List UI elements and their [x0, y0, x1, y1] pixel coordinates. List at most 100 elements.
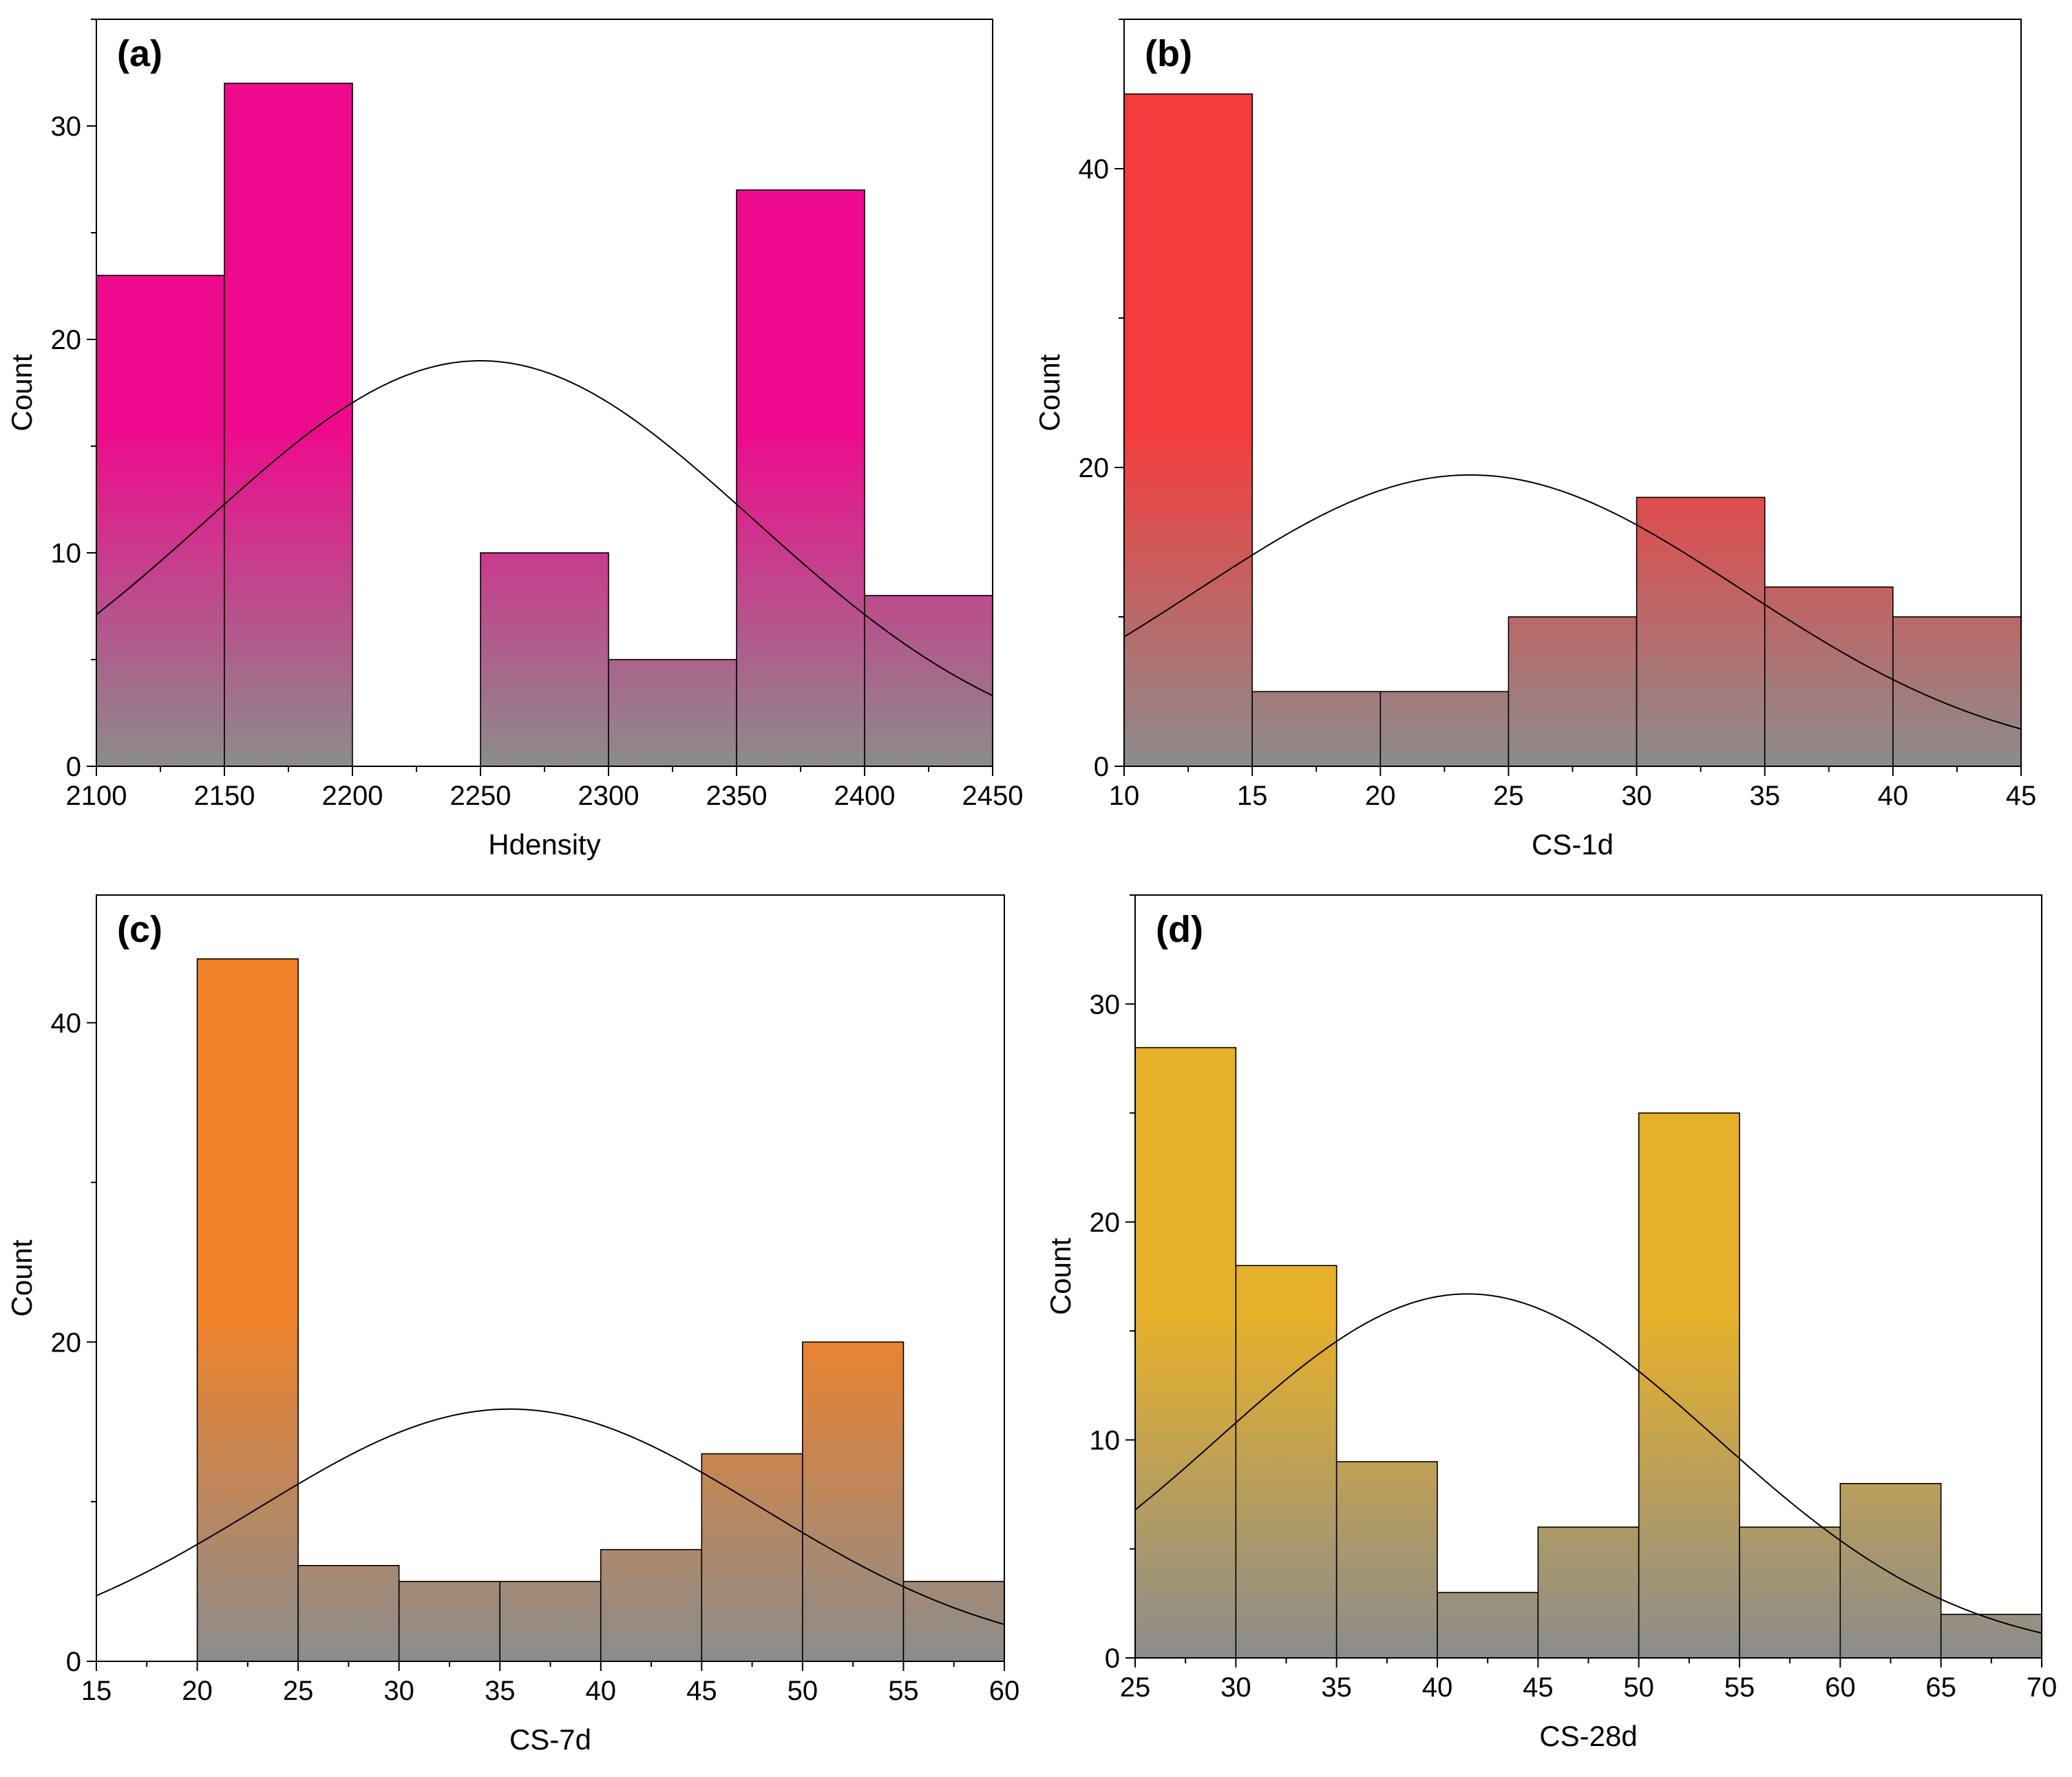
x-tick-label: 25	[283, 1676, 314, 1706]
y-tick-label: 20	[51, 1327, 82, 1358]
y-axis-title: Count	[1044, 1238, 1077, 1315]
x-tick-label: 60	[1825, 1672, 1856, 1703]
y-tick-label: 30	[51, 112, 82, 142]
histogram-bar	[1134, 1047, 1237, 1659]
y-tick-label: 20	[1079, 453, 1110, 483]
x-tick-label: 10	[1109, 781, 1140, 811]
y-axis-title: Count	[6, 354, 38, 431]
y-axis-title: Count	[6, 1239, 38, 1316]
x-tick-label: 25	[1493, 781, 1524, 811]
y-tick-label: 10	[1090, 1425, 1121, 1455]
x-tick-label: 2150	[194, 781, 255, 811]
x-tick-label: 35	[1749, 781, 1780, 811]
x-tick-label: 45	[686, 1676, 717, 1706]
x-tick-label: 70	[2027, 1672, 2058, 1703]
x-tick-label: 45	[1523, 1672, 1554, 1703]
x-tick-label: 15	[1237, 781, 1268, 811]
histogram-bar	[398, 1581, 501, 1662]
panel-4: 25 30 35 40 45 50 55 60 65 70 0 10 20 30 CS-28d Count (d…	[1044, 894, 2058, 1752]
panel-label: (a)	[117, 33, 162, 74]
panel-2: 10 15 20 25 30 35 40 45 0 20 40 CS-1d Count (b)	[1033, 19, 2036, 861]
y-tick-label: 0	[1105, 1643, 1120, 1674]
histogram-bar	[1537, 1526, 1640, 1659]
x-axis-title: CS-1d	[1532, 828, 1614, 861]
x-tick-label: 65	[1925, 1672, 1956, 1703]
normal-fit-curve	[1123, 474, 2022, 730]
x-tick-label: 55	[1724, 1672, 1755, 1703]
x-tick-label: 55	[888, 1676, 919, 1706]
histogram-bar	[864, 595, 993, 767]
y-tick-label: 10	[51, 538, 82, 569]
x-axis-title: CS-7d	[509, 1723, 591, 1756]
x-tick-label: 35	[1321, 1672, 1352, 1703]
x-tick-label: 30	[1220, 1672, 1251, 1703]
x-tick-label: 35	[485, 1676, 516, 1706]
histogram-bar	[1940, 1613, 2042, 1659]
x-tick-label: 20	[1365, 781, 1396, 811]
histogram-bar	[736, 189, 865, 767]
histogram-bar	[1235, 1265, 1338, 1659]
histogram-bar	[1638, 1112, 1740, 1659]
y-tick-label: 20	[1090, 1208, 1121, 1238]
x-tick-label: 25	[1120, 1672, 1151, 1703]
panel-1: 2100 2150 2200 2250 2300 2350 2400 2450 0 10 20 30 H…	[6, 19, 1023, 861]
x-tick-label: 2100	[66, 781, 127, 811]
panel-label: (d)	[1156, 909, 1203, 950]
x-tick-label: 50	[787, 1676, 818, 1706]
y-tick-label: 0	[66, 752, 81, 782]
x-tick-label: 15	[81, 1676, 112, 1706]
panel-label: (b)	[1145, 33, 1192, 74]
histogram-bar	[1123, 93, 1253, 767]
x-tick-label: 2450	[962, 781, 1024, 811]
histogram-bar	[701, 1453, 803, 1662]
x-tick-label: 40	[586, 1676, 617, 1706]
x-tick-label: 20	[182, 1676, 213, 1706]
histogram-bar	[1764, 586, 1894, 767]
histogram-bar	[499, 1581, 602, 1662]
histogram-bar	[1508, 616, 1638, 767]
x-tick-label: 2300	[578, 781, 639, 811]
histogram-bar	[1636, 496, 1766, 767]
x-tick-label: 30	[1621, 781, 1652, 811]
histogram-bar	[600, 1548, 703, 1662]
x-tick-label: 50	[1623, 1672, 1654, 1703]
x-tick-label: 2250	[450, 781, 511, 811]
histogram-bar	[1892, 616, 2022, 767]
panel-3: 15 20 25 30 35 40 45 50 55 60 0 20 40 CS-7d Count (c)	[6, 894, 1020, 1756]
histogram-bar	[1437, 1592, 1539, 1659]
histogram-bar	[1379, 691, 1510, 767]
x-tick-label: 2200	[322, 781, 383, 811]
normal-fit-curve	[96, 359, 993, 697]
x-axis-title: Hdensity	[488, 828, 600, 861]
x-tick-label: 30	[383, 1676, 414, 1706]
y-tick-label: 20	[51, 325, 82, 355]
x-tick-label: 2350	[706, 781, 768, 811]
histogram-bar	[1839, 1482, 1942, 1659]
y-tick-label: 40	[1079, 154, 1110, 185]
normal-fit-curve	[1134, 1293, 2042, 1634]
histogram-bar	[608, 659, 737, 767]
y-tick-label: 0	[66, 1647, 81, 1677]
histogram-bar	[1251, 691, 1382, 767]
histogram-bar	[196, 958, 299, 1662]
y-tick-label: 30	[1090, 989, 1121, 1020]
histogram-bar	[224, 83, 353, 767]
x-tick-label: 60	[989, 1676, 1020, 1706]
x-tick-label: 40	[1422, 1672, 1453, 1703]
histogram-bar	[480, 552, 609, 767]
x-tick-label: 40	[1878, 781, 1909, 811]
panel-label: (c)	[117, 909, 162, 950]
histogram-bar	[802, 1341, 905, 1662]
normal-fit-curve	[96, 1408, 1005, 1626]
histogram-bar	[96, 275, 225, 767]
x-tick-label: 45	[2006, 781, 2037, 811]
x-tick-label: 2400	[834, 781, 896, 811]
y-tick-label: 40	[51, 1009, 82, 1039]
histogram-bar	[1335, 1461, 1438, 1659]
y-axis-title: Count	[1033, 354, 1066, 431]
y-tick-label: 0	[1094, 752, 1109, 782]
histogram-bar	[1739, 1526, 1841, 1659]
x-axis-title: CS-28d	[1539, 1720, 1637, 1752]
histogram-bar	[297, 1565, 400, 1662]
